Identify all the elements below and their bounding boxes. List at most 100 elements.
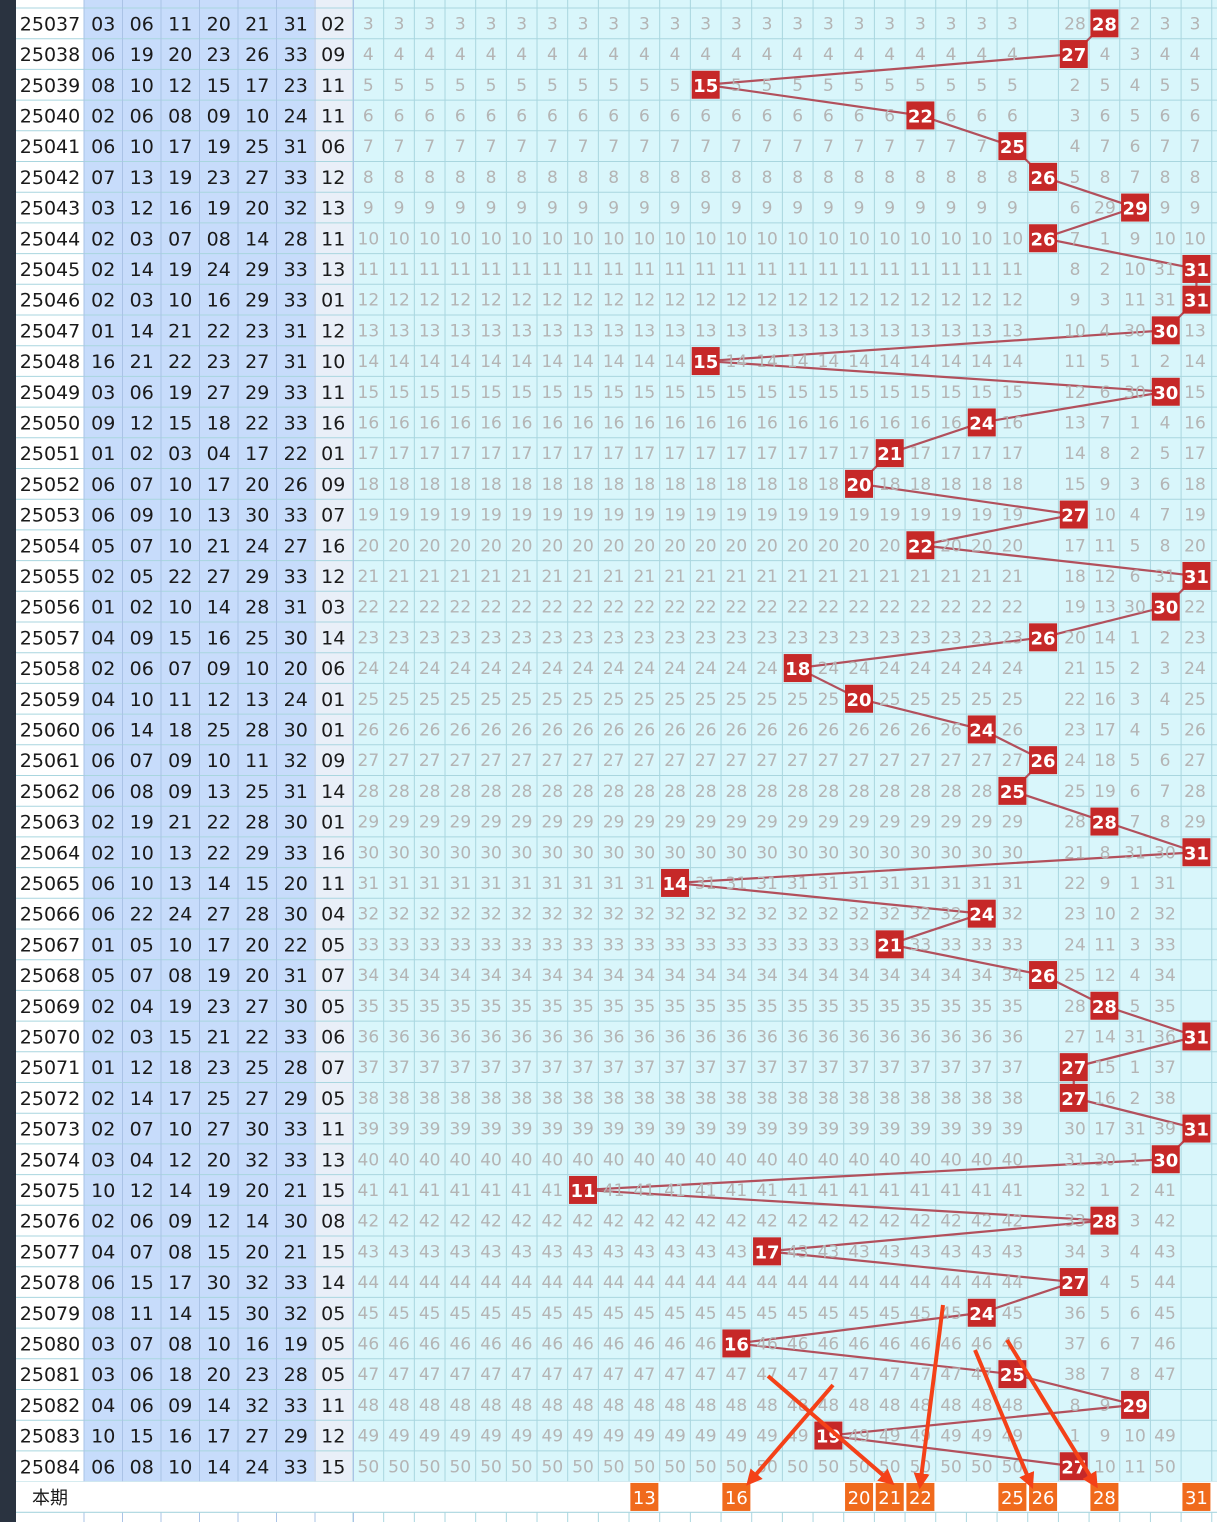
omission-count: 9 [1130, 229, 1141, 249]
hit-cell [1151, 1145, 1180, 1174]
red-ball: 03 [91, 1149, 115, 1171]
omission-count: 28 [910, 782, 932, 802]
omission-count: 17 [480, 444, 502, 464]
omission-count: 7 [1190, 137, 1201, 157]
omission-count: 48 [818, 1396, 840, 1416]
omission-count: 11 [910, 260, 932, 280]
omission-count: 35 [818, 997, 840, 1017]
omission-count: 4 [1100, 321, 1111, 341]
omission-count: 22 [480, 598, 502, 618]
omission-count: 14 [1094, 1027, 1116, 1047]
omission-count: 11 [419, 260, 441, 280]
red-ball: 10 [168, 597, 192, 619]
omission-count: 15 [1184, 383, 1206, 403]
omission-count: 34 [1002, 966, 1024, 986]
omission-count: 43 [818, 1242, 840, 1262]
omission-count: 20 [940, 536, 962, 556]
omission-count: 29 [848, 813, 870, 833]
omission-count: 8 [854, 168, 865, 188]
omission-count: 26 [480, 720, 502, 740]
omission-count: 35 [787, 997, 809, 1017]
omission-count: 44 [726, 1273, 748, 1293]
omission-count: 10 [971, 229, 993, 249]
omission-count: 31 [603, 874, 625, 894]
table-row: 25075 10 12 14 19 20 21 15 41 41 41 41 41 41 41 41 41 41 4… [20, 1175, 1176, 1204]
hit-number: 27 [1061, 1058, 1086, 1079]
omission-count: 20 [542, 536, 564, 556]
red-ball: 20 [245, 474, 269, 496]
omission-count: 8 [639, 168, 650, 188]
omission-count: 28 [848, 782, 870, 802]
red-ball: 10 [130, 689, 154, 711]
omission-count: 31 [726, 874, 748, 894]
omission-count: 49 [511, 1427, 533, 1447]
omission-count: 12 [1094, 966, 1116, 986]
omission-count: 2 [1130, 1089, 1141, 1109]
omission-count: 32 [450, 905, 472, 925]
issue-number: 25084 [20, 1456, 80, 1478]
omission-count: 5 [547, 76, 558, 96]
omission-count: 31 [910, 874, 932, 894]
red-ball: 29 [245, 290, 269, 312]
omission-count: 7 [486, 137, 497, 157]
omission-count: 47 [572, 1365, 594, 1385]
hit-cell [967, 408, 996, 437]
omission-count: 27 [634, 751, 656, 771]
red-ball: 06 [130, 13, 154, 35]
omission-count: 7 [915, 137, 926, 157]
table-row: 25047 01 14 21 22 23 31 12 13 13 13 13 13 13 13 13 13 13 1… [20, 316, 1206, 345]
red-ball: 22 [207, 842, 231, 864]
omission-count: 16 [695, 413, 717, 433]
annotation-arrow [746, 1383, 835, 1486]
omission-count: 27 [940, 751, 962, 771]
omission-count: 7 [731, 137, 742, 157]
omission-count: 32 [726, 905, 748, 925]
blue-ball: 10 [321, 351, 345, 373]
omission-count: 5 [1130, 997, 1141, 1017]
omission-count: 42 [634, 1212, 656, 1232]
omission-count: 37 [480, 1058, 502, 1078]
red-ball: 02 [91, 658, 115, 680]
omission-count: 6 [516, 106, 527, 126]
omission-count: 47 [664, 1365, 686, 1385]
omission-count: 35 [879, 997, 901, 1017]
omission-count: 27 [450, 751, 472, 771]
omission-count: 30 [1064, 1120, 1086, 1140]
omission-count: 13 [695, 321, 717, 341]
omission-count: 5 [1160, 76, 1171, 96]
omission-count: 22 [664, 598, 686, 618]
red-ball: 13 [207, 505, 231, 527]
omission-count: 17 [726, 444, 748, 464]
hit-cell [906, 101, 935, 130]
hit-number: 20 [847, 475, 872, 496]
omission-count: 42 [940, 1212, 962, 1232]
omission-count: 24 [1002, 659, 1024, 679]
omission-count: 15 [542, 383, 564, 403]
blue-ball: 01 [321, 290, 345, 312]
omission-count: 10 [1124, 260, 1146, 280]
red-ball: 12 [207, 1211, 231, 1233]
issue-number: 25050 [20, 412, 80, 434]
omission-count: 21 [940, 567, 962, 587]
omission-count: 3 [670, 14, 681, 34]
omission-count: 9 [1007, 199, 1018, 219]
omission-count: 5 [915, 76, 926, 96]
red-ball: 09 [168, 750, 192, 772]
hit-cell [1090, 991, 1119, 1020]
hit-cell [691, 70, 720, 99]
hit-number: 27 [1061, 506, 1086, 527]
omission-count: 5 [1130, 1273, 1141, 1293]
red-ball: 09 [168, 781, 192, 803]
omission-count: 33 [542, 935, 564, 955]
predicted-number-cell [722, 1482, 751, 1511]
omission-count: 17 [358, 444, 380, 464]
omission-count: 3 [1070, 106, 1081, 126]
omission-count: 26 [910, 720, 932, 740]
omission-count: 49 [603, 1427, 625, 1447]
current-period-label: 本期 [32, 1488, 68, 1509]
omission-count: 40 [756, 1150, 778, 1170]
omission-count: 6 [1160, 751, 1171, 771]
omission-count: 46 [358, 1334, 380, 1354]
omission-count: 36 [756, 1027, 778, 1047]
omission-count: 17 [971, 444, 993, 464]
